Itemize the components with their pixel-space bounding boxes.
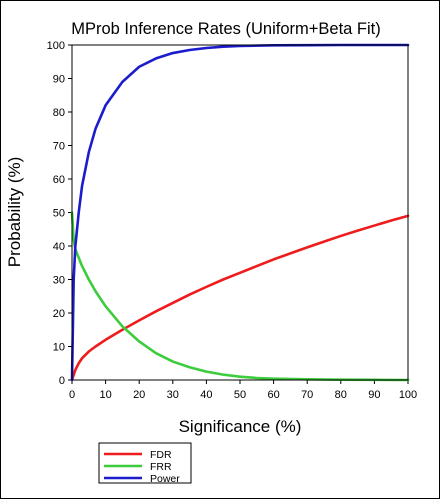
y-axis-label: Probability (%) [5, 157, 24, 268]
y-axis-ticks: 0 10 20 30 40 50 60 70 80 90 100 [47, 40, 72, 387]
legend-label-fdr: FDR [150, 449, 172, 461]
y-tick-label: 0 [59, 375, 65, 387]
y-tick-label: 90 [53, 74, 65, 86]
series-line-fdr [70, 214, 410, 382]
y-tick-label: 30 [53, 275, 65, 287]
y-tick-label: 60 [53, 174, 65, 186]
x-tick-label: 30 [167, 389, 179, 401]
y-tick-label: 80 [53, 107, 65, 119]
x-tick-label: 90 [368, 389, 380, 401]
y-tick-label: 100 [47, 40, 65, 52]
plot-lines [70, 43, 410, 382]
x-tick-label: 70 [301, 389, 313, 401]
legend-label-power: Power [150, 473, 180, 485]
y-tick-label: 40 [53, 241, 65, 253]
x-tick-label: 20 [133, 389, 145, 401]
x-tick-label: 50 [234, 389, 246, 401]
y-tick-label: 70 [53, 141, 65, 153]
plot-area-border [71, 44, 409, 381]
y-tick-label: 10 [53, 342, 65, 354]
x-tick-label: 100 [399, 389, 417, 401]
x-axis-ticks: 0 10 20 30 40 50 60 70 80 90 100 [69, 380, 417, 401]
x-tick-label: 10 [99, 389, 111, 401]
series-line-frr [70, 211, 410, 382]
x-axis-label: Significance (%) [179, 417, 302, 436]
legend-label-frr: FRR [150, 461, 172, 473]
y-tick-label: 20 [53, 308, 65, 320]
legend-box [98, 442, 192, 484]
x-tick-label: 0 [69, 389, 75, 401]
chart-title: MProb Inference Rates (Uniform+Beta Fit) [71, 20, 381, 38]
x-tick-label: 60 [267, 389, 279, 401]
x-tick-label: 40 [200, 389, 212, 401]
x-tick-label: 80 [335, 389, 347, 401]
y-tick-label: 50 [53, 208, 65, 220]
